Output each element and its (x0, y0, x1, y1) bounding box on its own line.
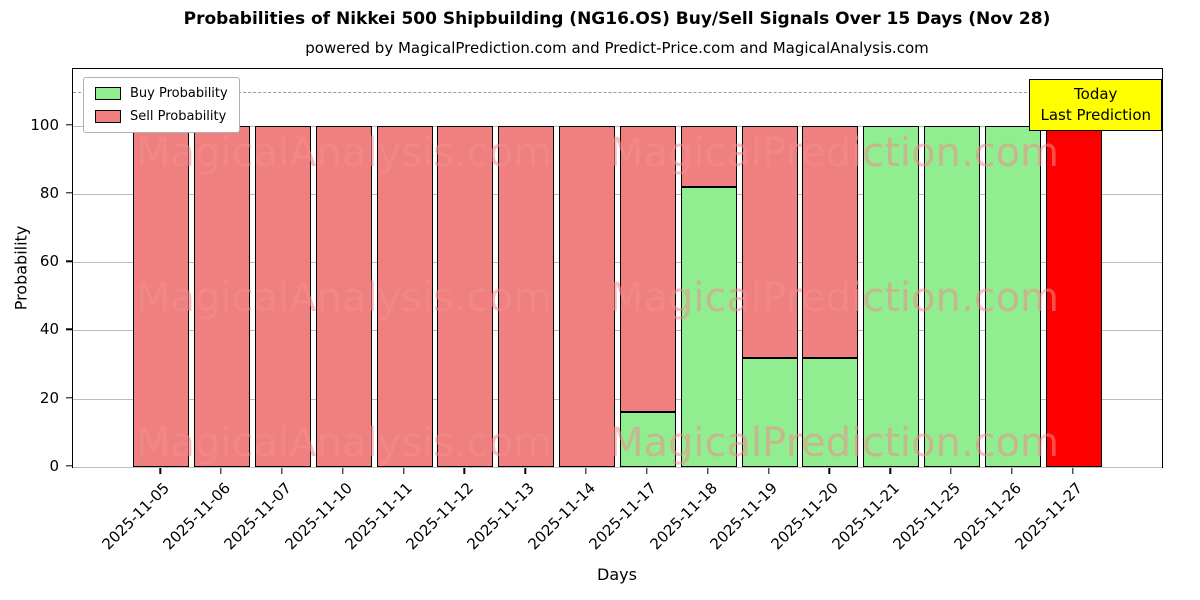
x-tick-mark (342, 468, 344, 474)
x-tick-mark (585, 468, 587, 474)
gridline (73, 398, 1162, 400)
y-tick-label: 0 (49, 457, 59, 475)
y-tick-label: 40 (39, 320, 59, 339)
bar-segment (437, 125, 494, 467)
gridline (73, 262, 1162, 264)
bar-segment (680, 187, 737, 467)
plot-area: MagicalAnalysis.com MagicalPrediction.co… (72, 68, 1163, 468)
x-tick-mark (159, 468, 161, 474)
x-tick-mark (828, 468, 831, 474)
y-tick-label: 60 (39, 252, 59, 271)
bar-segment (984, 125, 1041, 467)
y-tick-mark (66, 192, 72, 194)
bar-segment (376, 125, 433, 467)
today-annotation: Today Last Prediction (1029, 79, 1162, 131)
bar-segment (498, 125, 555, 467)
legend-swatch-buy (95, 87, 121, 100)
bar-segment (559, 125, 616, 467)
bar-segment (802, 125, 859, 358)
legend: Buy Probability Sell Probability (83, 77, 240, 133)
x-axis: 2025-11-05 2025-11-06 2025-11-07 2025-11-10… (72, 468, 1163, 600)
bar-segment (741, 125, 798, 358)
bar-segment (194, 125, 251, 467)
x-tick-mark (950, 468, 952, 474)
x-tick-mark (767, 468, 770, 474)
x-tick-mark (463, 468, 466, 474)
x-tick-mark (402, 468, 405, 474)
gridline (73, 330, 1162, 332)
x-tick-mark (707, 468, 709, 474)
bar-segment (619, 125, 676, 413)
legend-label-sell: Sell Probability (130, 109, 227, 124)
bar-segment (741, 357, 798, 467)
y-tick-label: 20 (39, 388, 59, 407)
today-annotation-line1: Today (1074, 85, 1118, 103)
y-tick-label: 80 (39, 183, 59, 202)
bar-segment (863, 125, 920, 467)
bar-segment (924, 125, 981, 467)
bar-segment (802, 357, 859, 467)
y-axis: 0 20 40 60 80 100 (0, 68, 72, 475)
bar-segment (1045, 125, 1102, 467)
chart-subtitle: powered by MagicalPrediction.com and Pre… (305, 39, 929, 57)
x-tick-mark (524, 468, 526, 474)
gridline (73, 467, 1162, 468)
legend-label-buy: Buy Probability (130, 86, 228, 101)
y-tick-mark (66, 328, 72, 331)
x-tick-mark (1011, 468, 1013, 474)
x-tick-mark (1072, 468, 1074, 474)
gridline (73, 193, 1162, 195)
y-tick-mark (66, 465, 72, 467)
bar-segment (680, 125, 737, 188)
y-tick-label: 100 (30, 115, 59, 134)
chart-title: Probabilities of Nikkei 500 Shipbuilding… (183, 9, 1051, 29)
x-axis-title: Days (597, 565, 637, 584)
y-tick-mark (66, 397, 72, 399)
today-annotation-line2: Last Prediction (1040, 106, 1151, 124)
legend-item-sell: Sell Probability (95, 109, 228, 124)
gridline (73, 125, 1162, 127)
threshold-dashed-line (73, 91, 1162, 93)
x-tick-mark (889, 468, 891, 474)
legend-swatch-sell (95, 110, 121, 123)
x-tick-mark (220, 468, 222, 474)
y-tick-mark (66, 123, 72, 126)
bar-segment (315, 125, 372, 467)
legend-item-buy: Buy Probability (95, 86, 228, 101)
bar-segment (133, 125, 190, 467)
bar-segment (619, 412, 676, 467)
bar-segment (254, 125, 311, 467)
x-tick-mark (646, 468, 648, 474)
y-tick-mark (66, 260, 72, 262)
x-tick-mark (281, 468, 283, 474)
